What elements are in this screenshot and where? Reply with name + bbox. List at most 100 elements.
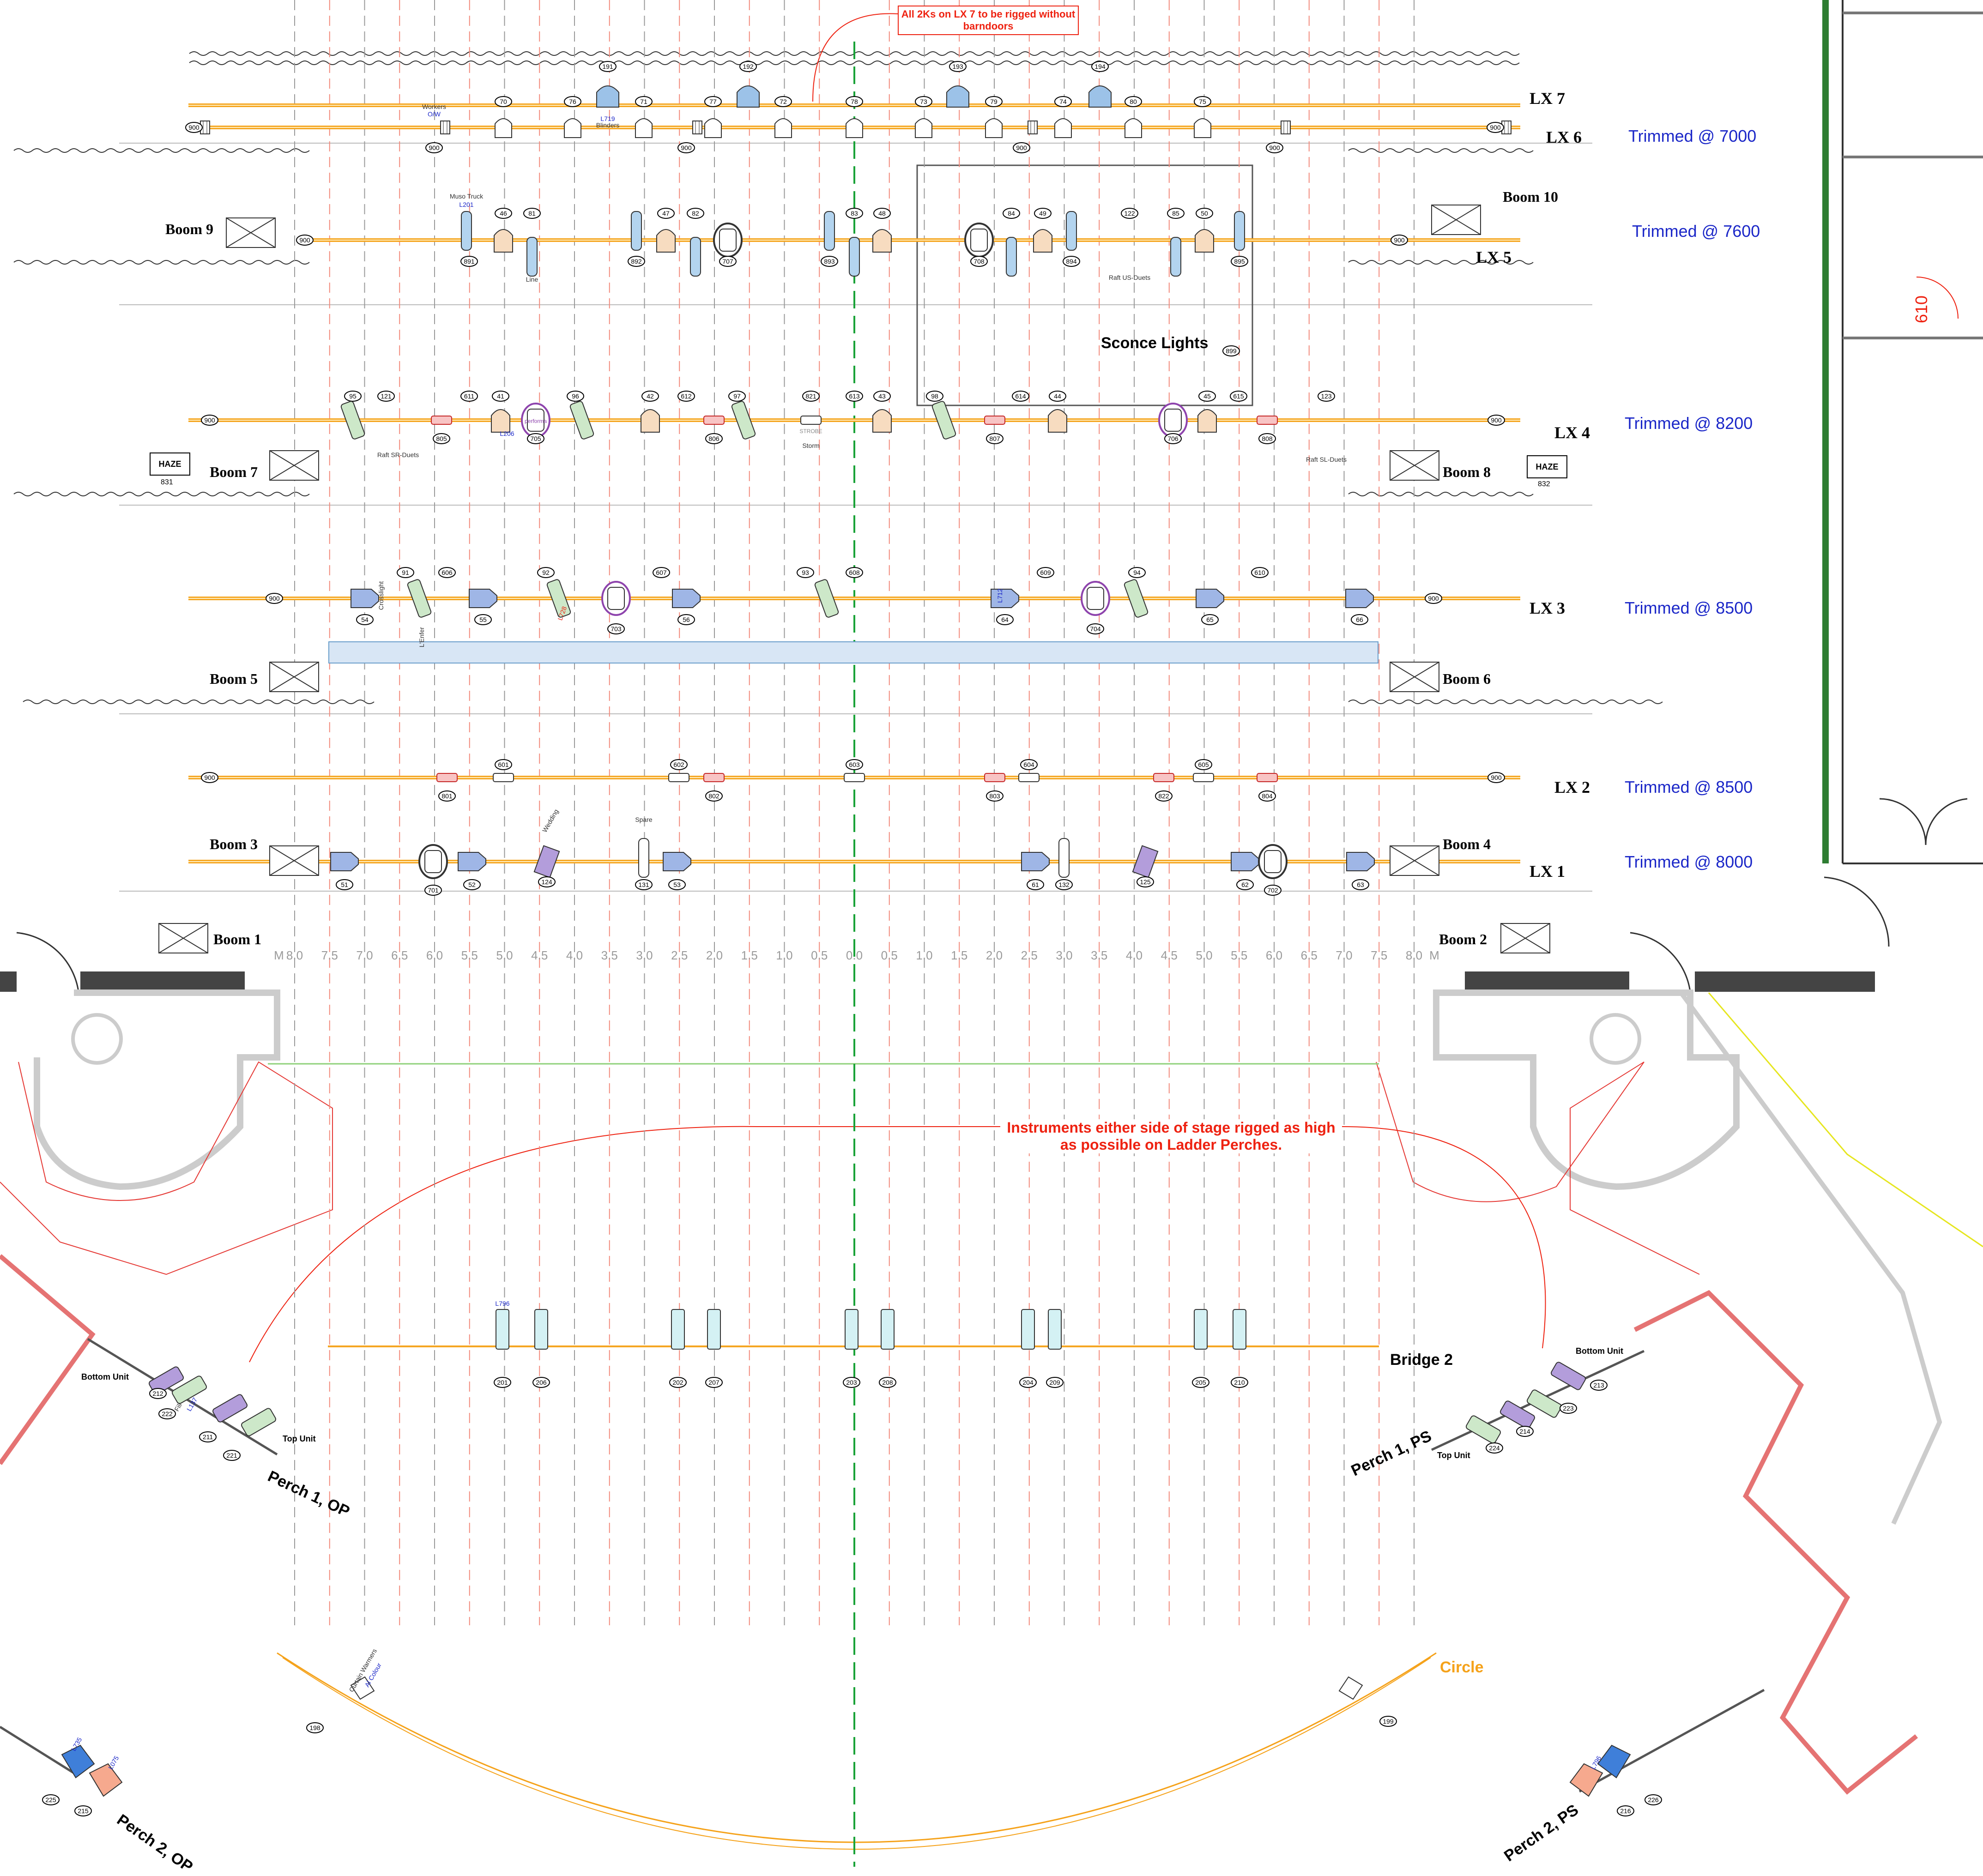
- unit-number-text: 198: [309, 1724, 320, 1731]
- moving-head-body: [424, 850, 442, 873]
- unit-number-text: 203: [846, 1379, 857, 1386]
- unit-number-text: 62: [1241, 881, 1249, 888]
- perch-2-ps-fixture-blue: [1597, 1744, 1631, 1779]
- unit-number-oval: [669, 1377, 687, 1388]
- workers-unit-lx2-1: 900: [1487, 772, 1505, 783]
- unit-94: 94: [1128, 567, 1146, 578]
- lenfer-lx4-3: [931, 401, 956, 440]
- fresnel-body: [1197, 409, 1217, 433]
- unit-number-text: 74: [1059, 98, 1067, 105]
- unit-number-oval: [719, 256, 737, 267]
- moving-head-704: [1081, 581, 1110, 616]
- unit-602: 602: [670, 759, 688, 770]
- unit-number-oval: [1164, 433, 1182, 444]
- fresnel-body: [872, 229, 892, 253]
- bridge-profile-209: [1048, 1309, 1062, 1350]
- unit-85: 85: [1167, 208, 1185, 219]
- par-77: [704, 118, 722, 138]
- unit-number-text: 216: [1620, 1807, 1631, 1815]
- crosslight-65: [1196, 589, 1224, 608]
- unit-number-oval: [1379, 1716, 1397, 1727]
- unit-number-text: 806: [708, 435, 719, 442]
- tag-line: Line: [526, 276, 538, 283]
- unit-number-text: 891: [464, 258, 475, 265]
- note-leader-left: [249, 1126, 1016, 1363]
- perch-1-op-fixture-0: [149, 1366, 184, 1395]
- unit-198: 198: [306, 1722, 324, 1733]
- unit-number-oval: [1198, 391, 1216, 402]
- bar-label-lx2: LX 2: [1554, 778, 1590, 796]
- unit-206: 206: [532, 1377, 550, 1388]
- pros-wall-left-b: [80, 971, 245, 992]
- workers-unit-lx6-1: 900: [425, 142, 443, 153]
- unit-number-text: 803: [989, 792, 1000, 800]
- scale-tick-31: 7.5: [1371, 948, 1387, 962]
- tag-strobe: STROBE: [799, 428, 822, 434]
- boom-2-label: Boom 2: [1439, 931, 1487, 947]
- metre-scale: M 8.0 7.5 7.0 6.5 6.0 5.5 5.0 4.5 4.0 3.5 3.0 2.5 2.0…: [274, 948, 1439, 962]
- strobe-red-lx4-0: [431, 416, 452, 425]
- unit-number-text: 899: [1226, 347, 1237, 355]
- unit-205: 205: [1192, 1377, 1209, 1388]
- unit-122: 122: [1121, 208, 1138, 219]
- unit-704: 704: [1087, 623, 1104, 634]
- tag-gel-l201: L201: [459, 201, 473, 208]
- unit-604: 604: [1020, 759, 1038, 770]
- lenfer-lx3-2: [814, 579, 839, 618]
- unit-97: 97: [728, 391, 746, 402]
- unit-701: 701: [424, 885, 442, 896]
- unit-number-text: 222: [162, 1410, 173, 1418]
- unit-number-text: 208: [882, 1379, 893, 1386]
- scale-tick-0: 8.0: [286, 948, 303, 962]
- perch-2-op-fixture-blue: [61, 1744, 95, 1779]
- blinder-191: [596, 85, 619, 108]
- unit-number-text: 76: [569, 98, 576, 105]
- spare-profile-131: [638, 838, 649, 878]
- scale-tick-18: 1.0: [916, 948, 932, 962]
- muso-truck-4: [1234, 211, 1245, 251]
- tag-performa: performa: [525, 418, 547, 424]
- unit-number-oval: [201, 415, 218, 426]
- stalls-wall-right: [1633, 1290, 1918, 1795]
- unit-number-text: 614: [1015, 392, 1026, 400]
- par-79: [985, 118, 1003, 138]
- workers-unit-lx5-0: 900: [296, 235, 314, 246]
- tag-storm: Storm: [802, 442, 819, 449]
- audience-outline-right: [1376, 1062, 1700, 1275]
- workers-unit-lx6-2: 900: [677, 142, 695, 153]
- unit-79: 79: [985, 96, 1003, 107]
- fresnel-lx4-0: [491, 409, 510, 433]
- unit-number-oval: [641, 391, 659, 402]
- workers-unit-lx4-0: 900: [201, 415, 218, 426]
- unit-91: 91: [397, 567, 414, 578]
- unit-number-text: 207: [708, 1379, 719, 1386]
- unit-number-text: 80: [1130, 98, 1137, 105]
- unit-number-text: 707: [722, 258, 733, 265]
- unit-number-text: 95: [349, 392, 357, 400]
- unit-number-oval: [985, 96, 1003, 107]
- bridge-profile-204: [1021, 1309, 1035, 1350]
- unit-number-oval: [846, 391, 863, 402]
- moving-head-body: [719, 229, 737, 252]
- strobe-red-804: [1257, 773, 1278, 782]
- unit-number-oval: [266, 593, 283, 604]
- perch-1-op-fixture-2: [212, 1394, 248, 1423]
- unit-81: 81: [523, 208, 541, 219]
- unit-number-text: 73: [920, 98, 927, 105]
- perch-1-ps-top-unit: Top Unit: [1437, 1451, 1470, 1460]
- unit-number-oval: [846, 208, 863, 219]
- tag-gel-l719: L719: [600, 115, 615, 122]
- unit-number-oval: [873, 208, 891, 219]
- unit-number-oval: [377, 391, 395, 402]
- profile-body: [461, 211, 472, 251]
- pros-wall-right-b: [1695, 971, 1875, 992]
- unit-number-text: 66: [1356, 616, 1363, 623]
- workers-unit-lx2-0: 900: [201, 772, 218, 783]
- unit-number-oval: [438, 790, 456, 802]
- unit-822: 822: [1155, 790, 1173, 802]
- unit-number-oval: [687, 208, 704, 219]
- unit-number-text: 610: [1254, 569, 1265, 576]
- unit-207: 207: [705, 1377, 723, 1388]
- perch-1-op-bottom-unit: Bottom Unit: [81, 1372, 129, 1381]
- par-75: [1194, 118, 1211, 138]
